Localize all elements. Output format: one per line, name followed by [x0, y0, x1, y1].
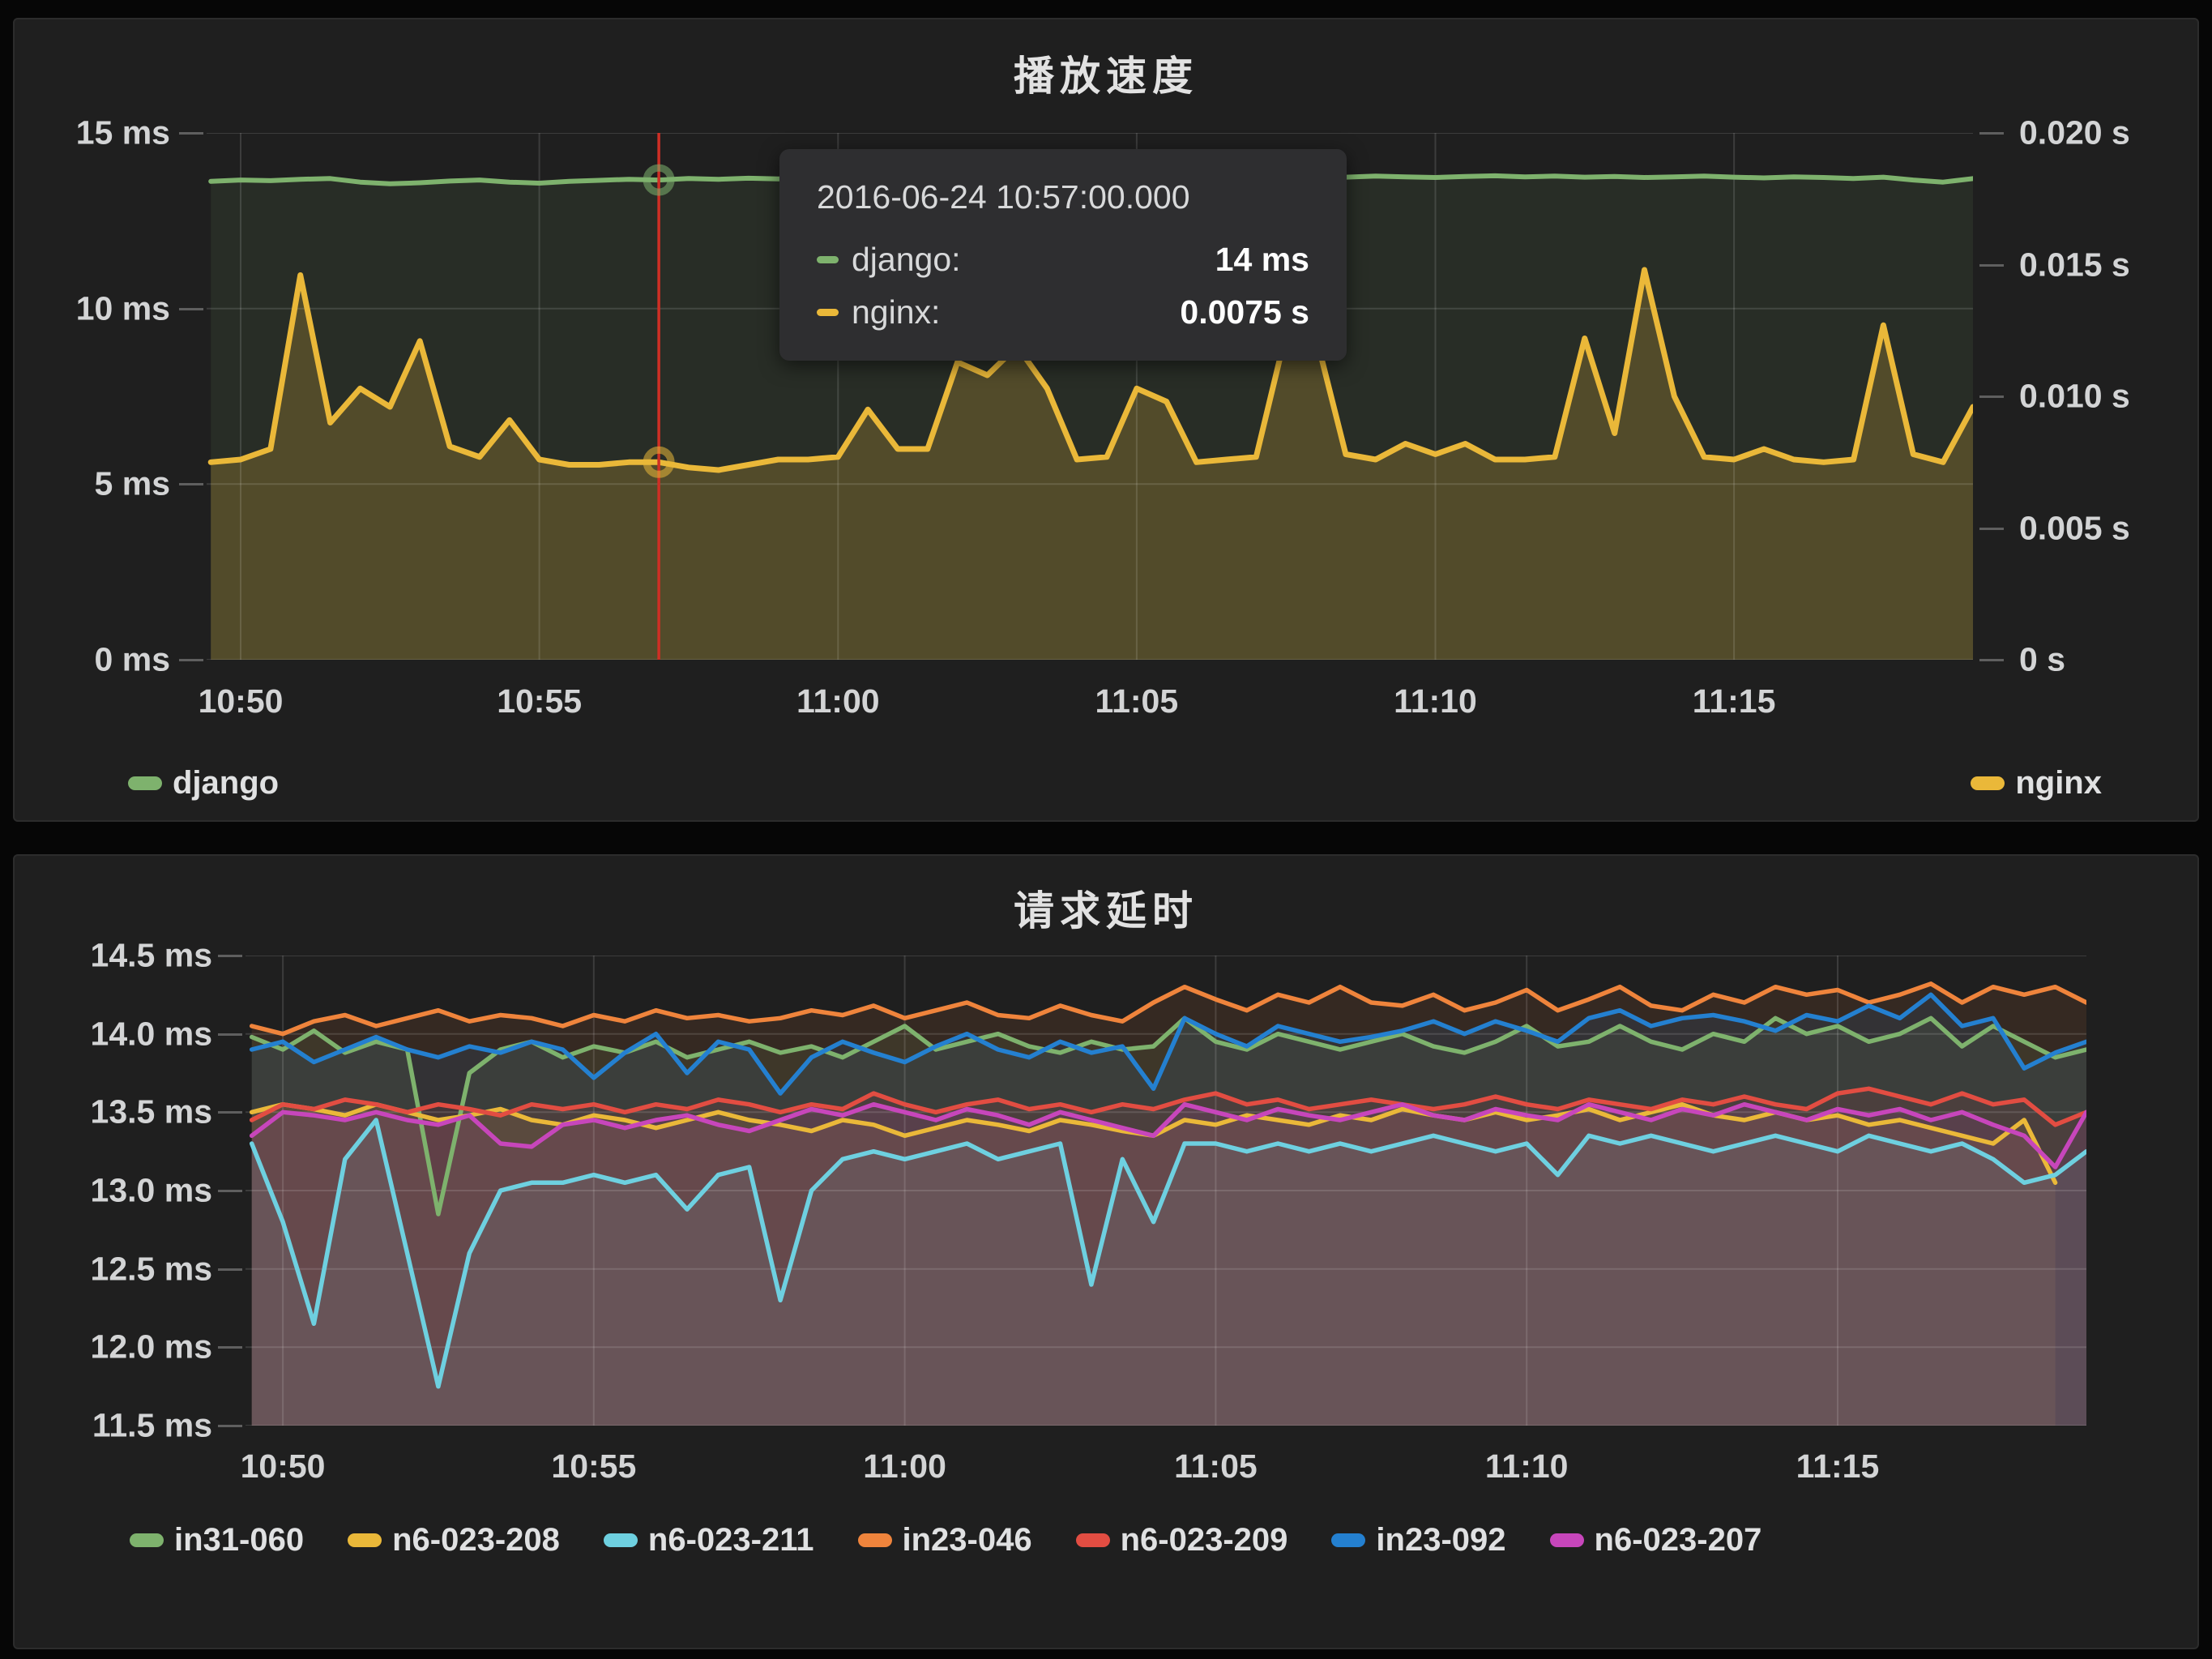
y-tick-label: 13.0 ms [90, 1171, 212, 1209]
x-tick-label: 10:50 [198, 682, 284, 720]
panel-title-request-latency[interactable]: 请求延时 [1014, 888, 1198, 934]
legend-label: n6-023-211 [647, 1522, 814, 1558]
y-tick-label: 0.010 s [2019, 377, 2130, 415]
legend-item-django[interactable]: django [128, 765, 279, 802]
x-tick-label: 10:55 [497, 682, 583, 720]
x-tick-label: 11:05 [1095, 682, 1179, 720]
legend-item-n6-023-211[interactable]: n6-023-211 [603, 1522, 814, 1559]
y-tick-mark [218, 1033, 242, 1036]
legend-label: n6-023-207 [1594, 1522, 1762, 1558]
y-tick-label: 0 ms [94, 640, 170, 678]
legend-label: in31-060 [174, 1522, 305, 1558]
y-tick-label: 13.5 ms [90, 1092, 212, 1131]
y-tick-label: 14.0 ms [90, 1015, 212, 1053]
y-tick-mark [218, 1425, 242, 1427]
y-tick-mark [1979, 396, 2004, 398]
legend-swatch [603, 1533, 638, 1547]
legend-swatch [857, 1533, 892, 1547]
tooltip-timestamp: 2016-06-24 10:57:00.000 [817, 178, 1190, 216]
x-tick-label: 11:15 [1796, 1447, 1880, 1485]
y-tick-mark [218, 1111, 242, 1114]
playback-speed-chart[interactable] [207, 133, 1973, 660]
x-tick-label: 11:10 [1484, 1447, 1569, 1485]
y-tick-label: 0 s [2019, 640, 2065, 678]
legend-label: in23-046 [902, 1522, 1032, 1558]
tooltip-series-name: nginx: [852, 293, 941, 331]
y-tick-label: 0.005 s [2019, 509, 2130, 546]
y-tick-label: 0.020 s [2019, 113, 2130, 152]
tooltip-series-value: 14 ms [1215, 241, 1309, 278]
y-tick-label: 12.5 ms [90, 1250, 212, 1288]
legend-swatch [130, 1533, 164, 1547]
y-tick-label: 11.5 ms [92, 1406, 212, 1444]
x-tick-label: 11:00 [796, 682, 880, 720]
legend-label: django [173, 765, 280, 801]
legend-swatch [1331, 1533, 1366, 1547]
legend-item-n6-023-207[interactable]: n6-023-207 [1549, 1522, 1762, 1559]
legend-swatch [1549, 1533, 1584, 1547]
y-tick-mark [179, 132, 203, 135]
y-tick-label: 10 ms [75, 289, 170, 327]
legend-playback-speed-left: django [128, 765, 279, 823]
legend-playback-speed-right: nginx [1971, 765, 2102, 823]
panel-request-latency: 请求延时 [13, 854, 2199, 1649]
legend-item-in31-060[interactable]: in31-060 [130, 1522, 304, 1559]
x-tick-label: 11:00 [863, 1447, 946, 1485]
tooltip-row-nginx: nginx: 0.0075 s [817, 293, 1309, 331]
y-tick-mark [179, 483, 203, 486]
chart-tooltip: 2016-06-24 10:57:00.000 django: 14 ms ngin… [779, 149, 1347, 361]
y-tick-mark [218, 1190, 242, 1192]
y-tick-label: 14.5 ms [90, 936, 212, 974]
legend-item-nginx[interactable]: nginx [1971, 765, 2102, 802]
legend-label: nginx [2015, 765, 2102, 801]
legend-label: n6-023-209 [1120, 1522, 1288, 1558]
y-tick-label: 5 ms [94, 464, 170, 502]
tooltip-row-django: django: 14 ms [817, 241, 1309, 279]
tooltip-series-value: 0.0075 s [1180, 293, 1309, 331]
legend-request-latency: in31-060 n6-023-208 n6-023-211 in23-046 n6-0… [130, 1522, 1872, 1580]
tooltip-series-name: django: [852, 241, 961, 278]
x-tick-label: 11:10 [1394, 682, 1477, 720]
x-tick-label: 10:50 [240, 1447, 326, 1485]
y-tick-mark [179, 307, 203, 310]
x-tick-label: 11:15 [1692, 682, 1776, 720]
legend-swatch [348, 1533, 382, 1547]
legend-swatch [1075, 1533, 1110, 1547]
x-tick-label: 10:55 [551, 1447, 637, 1485]
legend-swatch [1971, 776, 2005, 790]
y-tick-label: 15 ms [75, 113, 170, 152]
tooltip-series-swatch [817, 256, 839, 263]
x-tick-label: 11:05 [1174, 1447, 1258, 1485]
y-tick-mark [1979, 132, 2004, 135]
legend-item-in23-046[interactable]: in23-046 [857, 1522, 1032, 1559]
legend-label: n6-023-208 [392, 1522, 560, 1558]
y-tick-label: 0.015 s [2019, 246, 2130, 283]
y-tick-mark [218, 1346, 242, 1349]
legend-label: in23-092 [1376, 1522, 1506, 1558]
tooltip-series-swatch [817, 309, 839, 316]
y-tick-mark [1979, 527, 2004, 530]
y-tick-mark [218, 955, 242, 957]
legend-item-in23-092[interactable]: in23-092 [1331, 1522, 1506, 1559]
y-tick-mark [1979, 659, 2004, 661]
y-tick-mark [179, 659, 203, 661]
y-tick-mark [218, 1268, 242, 1271]
legend-item-n6-023-208[interactable]: n6-023-208 [348, 1522, 560, 1559]
y-tick-mark [1979, 263, 2004, 267]
y-tick-label: 12.0 ms [90, 1328, 212, 1366]
panel-title-playback-speed[interactable]: 播放速度 [1014, 53, 1198, 99]
legend-item-n6-023-209[interactable]: n6-023-209 [1075, 1522, 1288, 1559]
request-latency-chart[interactable] [246, 956, 2086, 1426]
legend-swatch [128, 776, 162, 790]
tooltip-rows: django: 14 ms nginx: 0.0075 s [817, 241, 1309, 331]
